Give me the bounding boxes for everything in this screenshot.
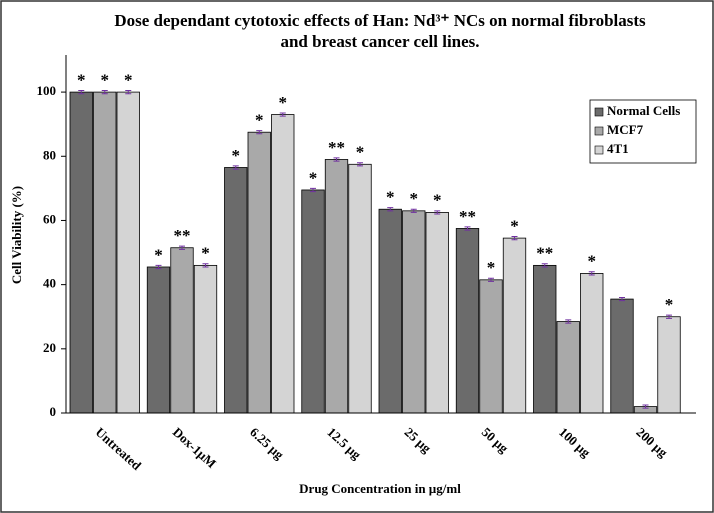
bar <box>610 298 634 414</box>
bar <box>425 212 449 414</box>
bar <box>146 266 171 414</box>
error-bar <box>125 89 132 95</box>
error-bar <box>78 89 85 95</box>
y-axis-label: Cell Viability (%) <box>9 186 24 284</box>
y-tick-label: 20 <box>43 340 56 355</box>
bar <box>479 279 503 414</box>
bar <box>455 228 480 414</box>
chart-title: and breast cancer cell lines. <box>280 32 479 51</box>
bar <box>247 131 271 414</box>
error-bar <box>357 162 363 167</box>
significance-label: * <box>588 252 597 271</box>
error-bar <box>511 236 518 241</box>
bar <box>224 167 248 414</box>
y-tick-label: 100 <box>37 83 57 98</box>
legend-label: 4T1 <box>607 141 629 156</box>
bar <box>348 163 372 414</box>
error-bar <box>279 112 286 117</box>
legend-swatch <box>594 126 604 136</box>
bar <box>301 189 325 414</box>
significance-label: * <box>124 70 133 89</box>
legend-label: MCF7 <box>607 122 644 137</box>
error-bar <box>619 296 625 302</box>
legend-box <box>589 99 697 164</box>
error-bar <box>155 264 162 270</box>
error-bar <box>642 404 649 409</box>
error-bar <box>565 319 572 324</box>
bar <box>324 159 349 414</box>
significance-label: * <box>665 295 674 314</box>
y-tick-label: 80 <box>43 147 56 162</box>
bar <box>657 316 681 414</box>
significance-label: ** <box>328 138 345 157</box>
bar <box>170 247 194 414</box>
significance-label: * <box>201 244 210 263</box>
significance-label: * <box>154 245 163 264</box>
significance-label: * <box>77 70 86 89</box>
error-bar <box>488 277 494 282</box>
significance-label: * <box>410 189 419 208</box>
y-tick-label: 60 <box>43 211 56 226</box>
error-bar <box>410 208 417 213</box>
error-bar <box>333 157 340 162</box>
significance-label: * <box>232 146 241 165</box>
error-bar <box>541 263 548 268</box>
significance-label: * <box>255 111 264 130</box>
significance-label: * <box>101 70 110 89</box>
error-bar <box>588 271 595 276</box>
bar <box>533 264 557 414</box>
bar <box>502 237 527 414</box>
x-axis-label: Drug Concentration in µg/ml <box>299 481 461 496</box>
y-tick-label: 40 <box>43 276 56 291</box>
error-bar <box>202 263 209 268</box>
y-tick-label: 0 <box>50 404 57 419</box>
significance-label: * <box>386 188 395 207</box>
bar <box>402 210 426 414</box>
bar <box>580 273 604 414</box>
error-bar <box>464 226 471 231</box>
significance-label: * <box>510 216 519 235</box>
significance-label: ** <box>459 207 476 226</box>
error-bar <box>666 314 672 319</box>
significance-label: ** <box>536 244 553 263</box>
bar <box>556 321 580 414</box>
error-bar <box>256 130 263 135</box>
significance-label: * <box>309 168 318 187</box>
error-bar <box>101 89 108 95</box>
error-bar <box>434 210 441 215</box>
error-bar <box>232 165 239 170</box>
significance-label: * <box>487 258 496 277</box>
significance-label: * <box>433 191 442 210</box>
significance-label: * <box>356 143 365 162</box>
error-bar <box>387 207 394 212</box>
bar <box>271 114 295 414</box>
bar <box>378 208 402 414</box>
bar <box>193 264 218 414</box>
chart-title: Dose dependant cytotoxic effects of Han:… <box>114 11 646 30</box>
legend-swatch <box>594 145 604 155</box>
bar <box>116 91 140 414</box>
bar <box>69 91 93 414</box>
legend-swatch <box>594 107 604 117</box>
error-bar <box>179 245 185 250</box>
significance-label: * <box>279 93 288 112</box>
significance-label: ** <box>174 226 191 245</box>
bar <box>93 91 117 414</box>
error-bar <box>310 187 316 193</box>
legend-label: Normal Cells <box>607 103 680 118</box>
